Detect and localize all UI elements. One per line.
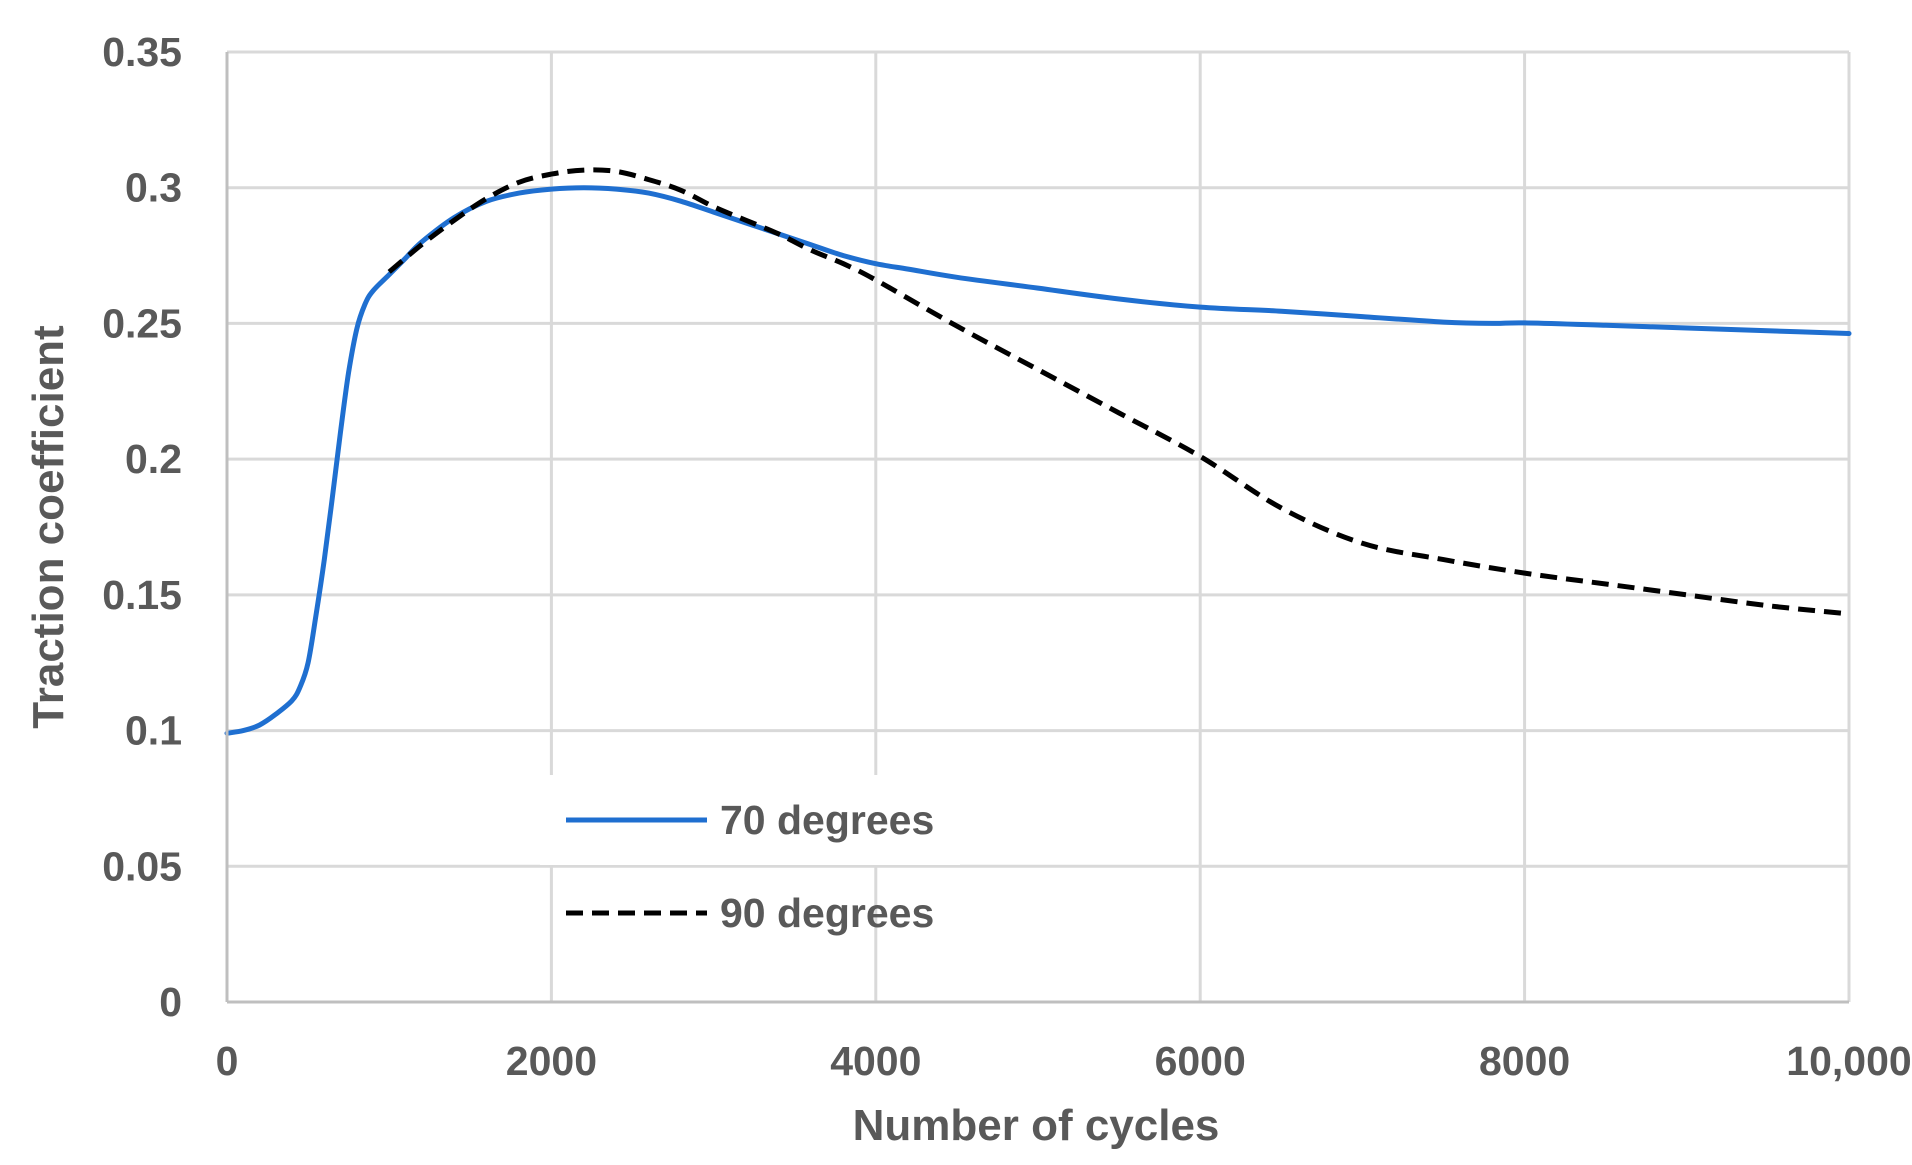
y-tick-label: 0.25 [102, 300, 182, 346]
x-tick-label: 8000 [1479, 1038, 1570, 1084]
y-tick-label: 0 [159, 979, 182, 1025]
y-tick-label: 0.05 [102, 843, 182, 889]
x-tick-label: 4000 [830, 1038, 921, 1084]
series-line-70-degrees [224, 185, 1852, 736]
y-tick-label: 0.3 [125, 165, 182, 211]
x-axis-title: Number of cycles [853, 1101, 1220, 1150]
legend-label-70-degrees: 70 degrees [720, 797, 934, 843]
series-line-90-degrees [387, 167, 1850, 617]
grid [227, 50, 1851, 1002]
legend: 70 degrees 90 degrees [540, 775, 960, 936]
axes: 0 0.05 0.1 0.15 0.2 0.25 0.3 0.35 0 2000 4000 6000 8… [102, 29, 1912, 1084]
y-axis-title: Traction coefficient [24, 325, 73, 729]
y-tick-label: 0.2 [125, 436, 182, 482]
y-tick-label: 0.15 [102, 572, 182, 618]
legend-label-90-degrees: 90 degrees [720, 890, 934, 936]
series-layer [224, 167, 1852, 736]
x-tick-label: 10,000 [1786, 1038, 1911, 1084]
y-tick-label: 0.1 [125, 708, 182, 754]
x-tick-label: 6000 [1155, 1038, 1246, 1084]
y-tick-label: 0.35 [102, 29, 182, 75]
x-tick-label: 2000 [506, 1038, 597, 1084]
x-tick-label: 0 [216, 1038, 239, 1084]
